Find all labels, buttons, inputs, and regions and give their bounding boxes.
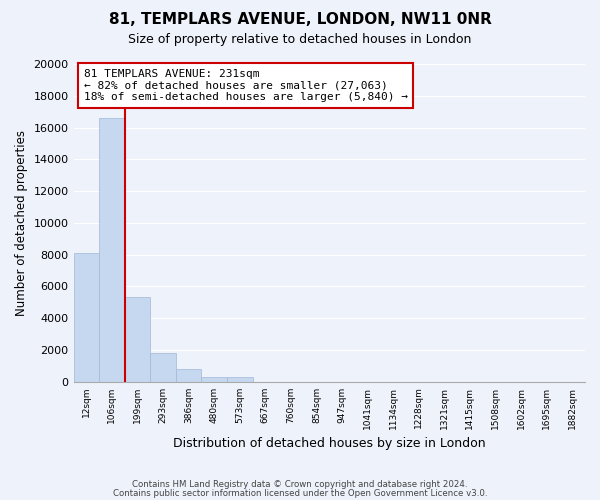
Text: Size of property relative to detached houses in London: Size of property relative to detached ho… [128,32,472,46]
Bar [176,369,202,382]
Text: Contains public sector information licensed under the Open Government Licence v3: Contains public sector information licen… [113,488,487,498]
Bar [125,298,150,382]
Y-axis label: Number of detached properties: Number of detached properties [15,130,28,316]
Bar [74,253,99,382]
Text: 81, TEMPLARS AVENUE, LONDON, NW11 0NR: 81, TEMPLARS AVENUE, LONDON, NW11 0NR [109,12,491,28]
Text: 81 TEMPLARS AVENUE: 231sqm
← 82% of detached houses are smaller (27,063)
18% of : 81 TEMPLARS AVENUE: 231sqm ← 82% of deta… [84,69,408,102]
X-axis label: Distribution of detached houses by size in London: Distribution of detached houses by size … [173,437,485,450]
Bar [99,118,125,382]
Bar [202,377,227,382]
Bar [227,377,253,382]
Bar [150,353,176,382]
Text: Contains HM Land Registry data © Crown copyright and database right 2024.: Contains HM Land Registry data © Crown c… [132,480,468,489]
